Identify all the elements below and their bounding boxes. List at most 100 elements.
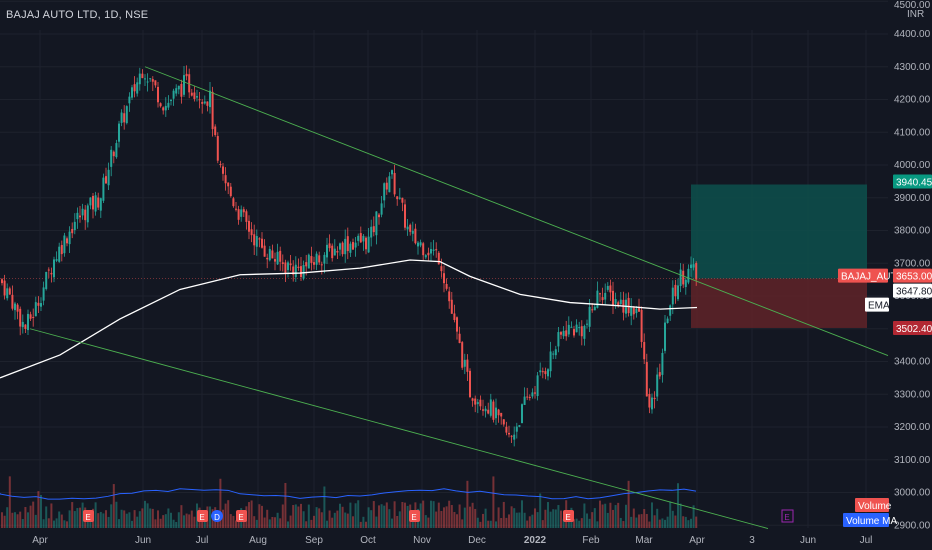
volume-bar <box>167 508 170 528</box>
candle-body-up <box>383 183 386 201</box>
earnings-marker[interactable]: E <box>409 510 420 522</box>
price-tick-label: 3900.00 <box>894 193 931 204</box>
time-tick-label: Jun <box>800 535 816 546</box>
last-price-tag: 3653.00 <box>896 272 932 283</box>
candle-body-up <box>170 99 172 101</box>
candle-body-down <box>541 371 544 373</box>
volume-bar <box>404 502 406 528</box>
candle-body-down <box>401 197 404 203</box>
volume-bar <box>305 521 308 528</box>
ema-value-tag-bg <box>893 283 932 298</box>
earnings-marker[interactable]: E <box>781 509 794 523</box>
candle-body-down <box>32 316 35 318</box>
volume-bar <box>326 520 328 528</box>
volume-bar <box>344 512 347 528</box>
candle-body-up <box>391 170 393 175</box>
volume-bar <box>383 505 386 528</box>
candle-body-down <box>505 426 508 433</box>
volume-bar <box>68 510 71 528</box>
candle-body-down <box>385 182 388 190</box>
earnings-marker[interactable]: E <box>197 510 208 522</box>
event-letter: E <box>85 513 90 522</box>
candle-body-down <box>591 309 594 311</box>
candle-body-up <box>115 143 118 158</box>
candle-body-down <box>450 299 453 314</box>
time-tick-label: Mar <box>635 535 653 546</box>
candle-body-down <box>453 313 456 320</box>
volume-bar <box>235 520 237 528</box>
volume-bar <box>248 502 250 528</box>
volume-bar <box>578 520 581 528</box>
earnings-marker[interactable]: E <box>563 510 574 522</box>
volume-bar <box>323 486 326 528</box>
volume-bar <box>131 520 133 528</box>
candle-body-down <box>250 229 253 236</box>
earnings-marker[interactable]: E <box>83 510 94 522</box>
position-zones <box>0 184 888 328</box>
volume-bar <box>107 516 110 528</box>
candle-body-up <box>367 236 370 253</box>
candle-body-down <box>157 86 159 103</box>
event-letter: E <box>565 513 570 522</box>
price-tick-label: 3800.00 <box>894 226 931 237</box>
candle-body-up <box>131 87 133 98</box>
volume-bar <box>339 503 341 528</box>
symbol-name-tag: BAJAJ_AUTO <box>841 272 904 283</box>
volume-bar <box>66 521 68 528</box>
dividend-marker[interactable]: D <box>211 510 223 522</box>
candle-body-down <box>492 401 495 420</box>
candle-body-up <box>671 287 674 305</box>
candle-body-down <box>222 166 224 174</box>
volume-bar <box>258 504 261 528</box>
volume-bar <box>375 516 378 528</box>
volume-bar <box>536 512 539 528</box>
candle-body-up <box>635 308 638 314</box>
earnings-marker[interactable]: E <box>236 510 247 522</box>
volume-bar <box>99 511 102 528</box>
candle-body-down <box>580 326 583 337</box>
time-tick-label: 3 <box>749 535 755 546</box>
candle-body-down <box>508 432 510 435</box>
price-tick-label: 3200.00 <box>894 422 931 433</box>
candle-body-up <box>209 90 211 108</box>
volume-bar <box>105 510 107 528</box>
candle-body-down <box>404 204 406 228</box>
volume-bar <box>318 508 321 528</box>
volume-bar <box>635 517 638 528</box>
volume-bar <box>190 510 193 528</box>
volume-bar <box>502 501 505 528</box>
volume-bar <box>575 518 578 528</box>
time-axis[interactable]: Apr Jun Jul Aug Sep Oct Nov Dec 2022 Feb Mar Apr 3 Ju… <box>32 535 872 546</box>
volume-bar <box>492 476 495 528</box>
candle-body-down <box>105 176 107 184</box>
volume-bar <box>136 516 139 528</box>
volume-bar <box>125 513 128 528</box>
volume-bar <box>123 510 126 528</box>
volume-bar <box>450 505 453 528</box>
candle-body-down <box>474 398 477 405</box>
candle-body-up <box>557 332 560 347</box>
trend-lines <box>0 66 889 529</box>
candle-body-up <box>596 290 599 308</box>
candle-body-up <box>549 351 552 372</box>
volume-bar <box>690 518 692 528</box>
candle-body-up <box>677 285 679 300</box>
time-tick-label: Jul <box>196 535 209 546</box>
volume-bar <box>367 507 370 528</box>
candle-body-down <box>281 262 284 264</box>
volume-bar <box>541 520 544 528</box>
candle-body-down <box>497 409 500 416</box>
candle-body-up <box>307 254 310 269</box>
candle-body-down <box>638 307 640 312</box>
volume-bar <box>154 519 157 528</box>
event-box <box>781 509 794 523</box>
volume-bar <box>281 504 284 528</box>
candle-body-up <box>567 324 570 335</box>
candle-body-up <box>149 78 152 80</box>
time-tick-label: Aug <box>249 535 267 546</box>
candle-body-up <box>110 149 113 167</box>
candle-body-down <box>47 269 50 271</box>
volume-bar <box>37 491 40 528</box>
